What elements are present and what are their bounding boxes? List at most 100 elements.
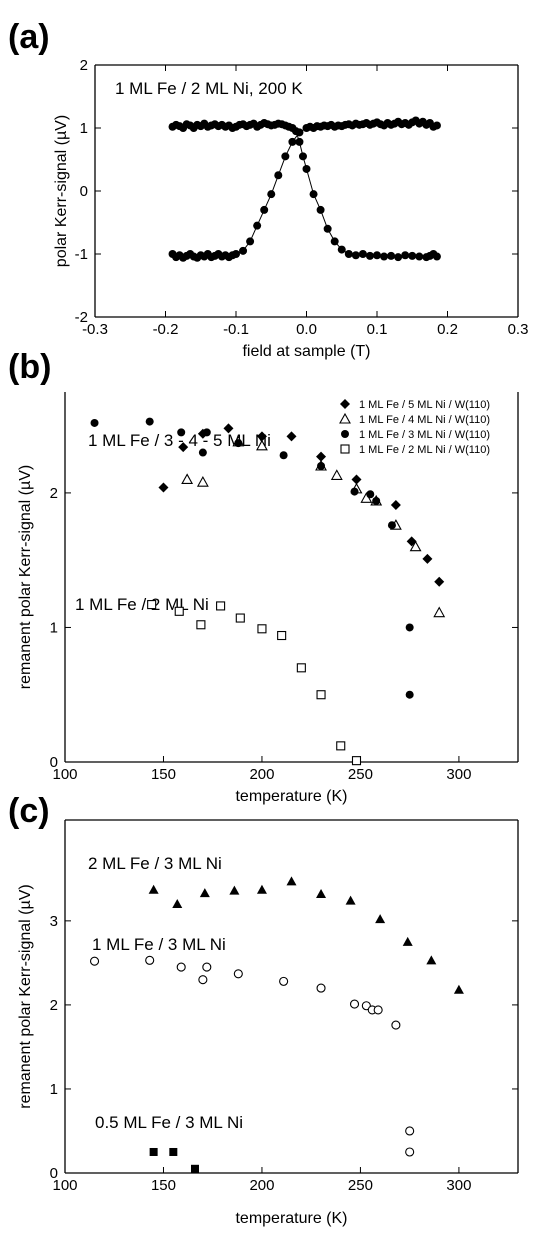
data-point: [196, 620, 206, 630]
data-point: [246, 237, 255, 246]
data-point: [89, 956, 100, 966]
data-point: [298, 152, 307, 161]
data-point: [296, 663, 306, 673]
data-point: [345, 895, 356, 905]
data-point: [316, 983, 326, 993]
data-point: [415, 252, 424, 261]
annotation-label: 1 ML Fe / 3 ML Ni: [92, 935, 226, 954]
data-point: [256, 439, 268, 451]
hysteresis-branch-line: [172, 119, 438, 259]
data-point: [422, 553, 433, 564]
data-point: [337, 245, 346, 254]
y-tick-label: 0: [50, 1165, 58, 1182]
panel-label-b: (b): [8, 348, 51, 386]
legend-label: 1 ML Fe / 5 ML Ni / W(110): [359, 399, 490, 411]
y-tick-label: 1: [50, 619, 58, 636]
data-point: [281, 152, 290, 161]
data-point: [402, 936, 413, 946]
data-point: [202, 962, 212, 972]
data-point: [390, 500, 401, 511]
data-point: [401, 251, 410, 260]
panel-b: (b) 100 150 200 250 300 0 1 2 temperature (K) rema…: [8, 348, 519, 805]
x-tick-label: -0.3: [82, 321, 108, 338]
y-axis-label: polar Kerr-signal (µV): [53, 115, 70, 267]
data-point: [330, 469, 343, 480]
panel-label-c: (c): [8, 792, 50, 830]
annotation-label: 2 ML Fe / 3 ML Ni: [88, 854, 222, 873]
data-point: [223, 423, 234, 434]
data-point: [279, 976, 289, 986]
data-point: [394, 253, 403, 262]
x-tick-label: -0.2: [153, 321, 179, 338]
y-tick-label: 1: [50, 1081, 58, 1098]
data-point: [405, 623, 414, 632]
y-tick-label: 1: [80, 120, 88, 137]
data-point: [316, 888, 327, 898]
data-point: [317, 462, 326, 470]
annotation-label: 1 ML Fe / 2 ML Ni, 200 K: [115, 79, 303, 98]
data-point: [349, 999, 360, 1009]
data-point: [148, 884, 159, 894]
data-point: [178, 442, 189, 453]
data-point: [235, 613, 245, 623]
legend-label: 1 ML Fe / 3 ML Ni / W(110): [359, 429, 490, 441]
data-point: [181, 473, 194, 485]
x-tick-label: 300: [446, 1177, 471, 1194]
y-axis-label: remanent polar Kerr-signal (µV): [17, 884, 34, 1108]
data-point: [366, 490, 375, 499]
data-point: [405, 690, 414, 699]
legend-label: 1 ML Fe / 2 ML Ni / W(110): [359, 444, 490, 456]
annotation-label: 0.5 ML Fe / 3 ML Ni: [95, 1113, 243, 1132]
x-axis-label: temperature (K): [235, 788, 347, 805]
legend-marker: [340, 399, 350, 409]
data-point: [198, 975, 208, 985]
data-point: [174, 606, 184, 616]
x-tick-label: 100: [52, 766, 77, 783]
data-point: [267, 190, 276, 199]
x-tick-label: 150: [151, 766, 176, 783]
data-point: [234, 439, 243, 448]
legend-marker: [339, 412, 351, 424]
data-point: [229, 885, 240, 895]
x-tick-label: 0.2: [437, 321, 458, 338]
data-point: [405, 1126, 415, 1136]
x-tick-label: 300: [446, 766, 471, 783]
y-tick-label: -1: [75, 246, 88, 263]
data-point: [286, 431, 297, 442]
data-point: [432, 252, 441, 261]
data-point: [351, 474, 362, 485]
y-tick-label: -2: [75, 309, 88, 326]
y-tick-label: 0: [50, 754, 58, 771]
data-point: [375, 914, 386, 924]
annotation-label: 1 ML Fe / 3 - 4 - 5 ML Ni: [88, 431, 271, 450]
data-point: [295, 128, 304, 137]
data-point: [145, 955, 155, 965]
x-tick-label: 150: [151, 1177, 176, 1194]
data-point: [316, 690, 326, 700]
x-tick-label: -0.1: [223, 321, 249, 338]
data-point: [145, 417, 154, 426]
data-point: [257, 624, 267, 634]
data-point: [350, 487, 359, 496]
data-point: [344, 250, 353, 258]
data-point: [387, 251, 396, 260]
data-point: [433, 606, 446, 618]
data-point: [426, 955, 437, 965]
x-tick-label: 100: [52, 1177, 77, 1194]
x-tick-label: 200: [249, 1177, 274, 1194]
data-point: [351, 251, 360, 260]
data-point: [432, 121, 441, 130]
data-point: [286, 876, 297, 886]
data-point: [309, 190, 318, 199]
data-point: [239, 246, 248, 255]
data-point: [279, 451, 288, 460]
data-point: [408, 251, 417, 260]
panel-label-a: (a): [8, 18, 50, 56]
legend-marker: [340, 444, 350, 454]
data-point: [256, 884, 267, 894]
y-tick-label: 0: [80, 183, 88, 200]
x-tick-label: 0.1: [367, 321, 388, 338]
annotation-label: 1 ML Fe / 2 ML Ni: [75, 595, 209, 614]
data-point: [391, 1020, 401, 1030]
